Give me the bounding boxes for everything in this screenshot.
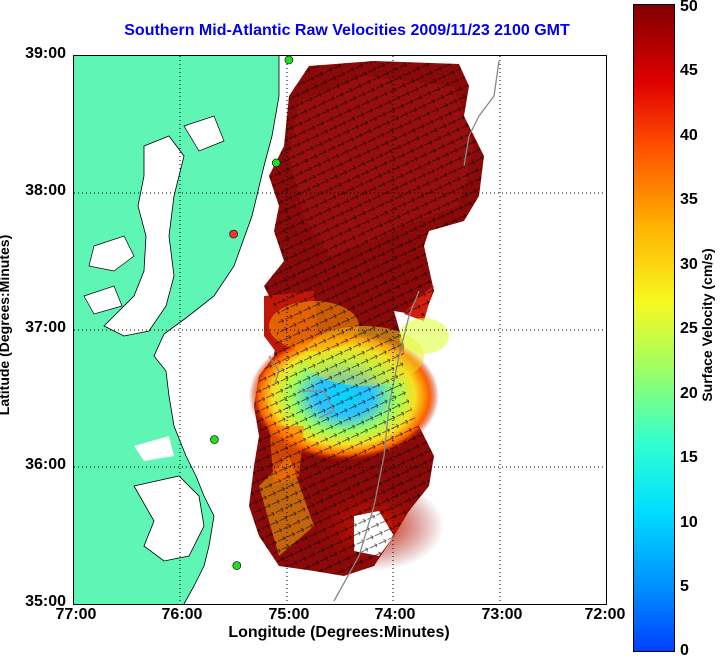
colorbar-tick: 15 xyxy=(680,449,698,466)
radar-station-marker xyxy=(210,435,219,444)
lon-tick-label: 77:00 xyxy=(55,606,97,623)
y-axis-label: Latitude (Degrees:Minutes) xyxy=(0,234,12,416)
colorbar-tick: 35 xyxy=(680,191,698,208)
colorbar-tick: 5 xyxy=(680,578,689,595)
lon-tick-label: 74:00 xyxy=(374,606,416,623)
map-canvas xyxy=(74,56,606,604)
colorbar-label: Surface Velocity (cm/s) xyxy=(699,248,715,402)
colorbar-tick: 30 xyxy=(680,256,698,273)
lon-tick-label: 76:00 xyxy=(161,606,203,623)
velocity-map[interactable] xyxy=(73,55,607,605)
radar-stations xyxy=(210,56,294,570)
colorbar-tick: 20 xyxy=(680,385,698,402)
lat-tick-label: 37:00 xyxy=(25,319,66,336)
grid-lines xyxy=(74,56,606,604)
radar-station-marker xyxy=(284,56,294,65)
x-axis-label: Longitude (Degrees:Minutes) xyxy=(228,624,450,641)
map-title: Southern Mid-Atlantic Raw Velocities 200… xyxy=(124,22,570,39)
colorbar-tick: 25 xyxy=(680,320,698,337)
lat-tick-label: 39:00 xyxy=(25,45,66,62)
lon-tick-label: 73:00 xyxy=(481,606,523,623)
lon-tick-label: 75:00 xyxy=(268,606,310,623)
colorbar-tick: 45 xyxy=(680,62,698,79)
lat-tick-label: 35:00 xyxy=(25,593,66,610)
colorbar-tick: 10 xyxy=(680,514,698,531)
lon-tick-label: 72:00 xyxy=(584,606,626,623)
radar-station-marker xyxy=(271,158,281,168)
colorbar-tick: 0 xyxy=(680,642,689,659)
velocity-colorbar xyxy=(633,4,675,652)
radar-station-marker xyxy=(232,561,242,570)
lat-tick-label: 36:00 xyxy=(25,456,66,473)
isobath-lines xyxy=(268,60,500,602)
colorbar-tick: 50 xyxy=(680,0,698,15)
colorbar-tick: 40 xyxy=(680,127,698,144)
land-mass xyxy=(74,56,280,604)
radar-station-marker xyxy=(229,229,238,239)
lat-tick-label: 38:00 xyxy=(25,182,66,199)
